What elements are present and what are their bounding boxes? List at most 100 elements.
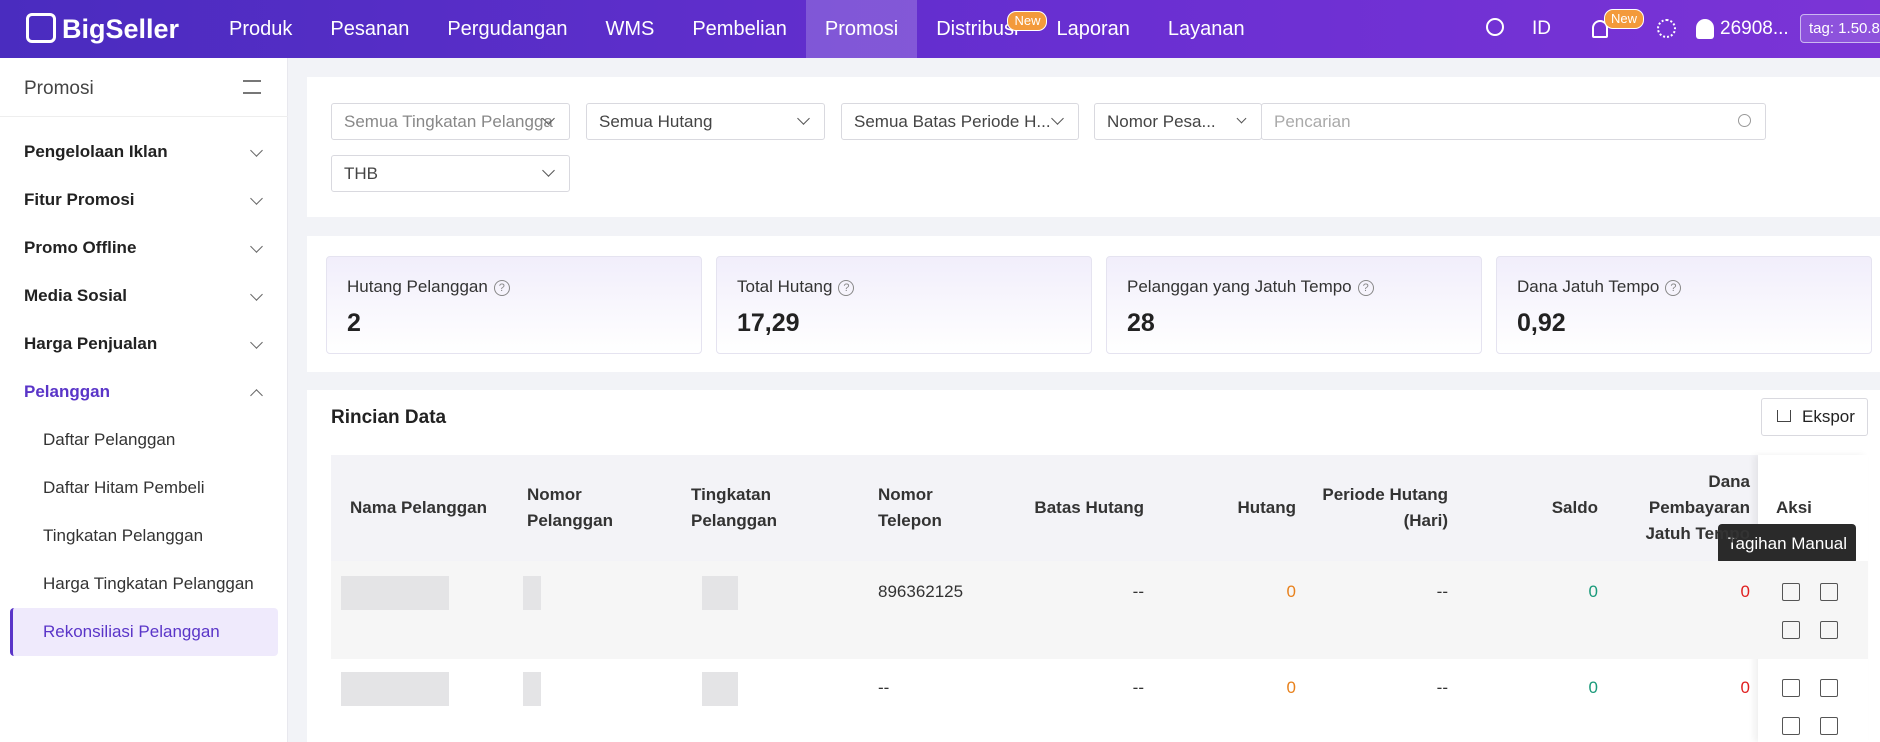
stat-label: Dana Jatuh Tempo?: [1517, 277, 1682, 297]
filter-panel: Semua Tingkatan Pelangga Semua Hutang Se…: [307, 77, 1880, 217]
menu-item[interactable]: Daftar Hitam Pembeli: [43, 478, 205, 497]
blurred-cell: [341, 576, 449, 610]
blurred-cell: [702, 576, 738, 610]
action-icon[interactable]: [1782, 583, 1800, 601]
table-title: Rincian Data: [331, 407, 447, 428]
menu-group[interactable]: Media Sosial: [24, 286, 127, 305]
search-input[interactable]: Pencarian: [1261, 103, 1766, 140]
settings-icon[interactable]: [1657, 19, 1676, 38]
menu-group[interactable]: Harga Penjualan: [24, 334, 158, 353]
stat-label: Pelanggan yang Jatuh Tempo?: [1127, 277, 1374, 297]
tooltip: Tagihan Manual: [1718, 524, 1856, 564]
blurred-cell: [523, 672, 541, 706]
collapse-icon[interactable]: [243, 80, 261, 94]
level-filter[interactable]: Semua Tingkatan Pelangga: [331, 103, 570, 140]
cell: 0: [1740, 582, 1750, 601]
stat-label: Total Hutang?: [737, 277, 855, 297]
stat-value: 2: [347, 309, 361, 337]
level-filter-text: Semua Tingkatan Pelangga: [344, 112, 553, 131]
cell: --: [1436, 582, 1448, 601]
stat-card: Hutang Pelanggan? 2: [326, 256, 702, 354]
menu-group[interactable]: Fitur Promosi: [24, 190, 135, 209]
blurred-cell: [702, 672, 738, 706]
table-row[interactable]: [331, 561, 1868, 659]
help-icon[interactable]: ?: [493, 280, 510, 296]
sidebar: Promosi Pengelolaan Iklan Fitur Promosi Pr…: [0, 58, 288, 742]
column-header: Nomor Pelanggan: [527, 485, 613, 530]
cell: --: [878, 678, 890, 697]
chevron: [250, 240, 263, 253]
cell: 0: [1286, 678, 1296, 697]
menu-item[interactable]: Harga Tingkatan Pelanggan: [43, 574, 254, 593]
column-header: Aksi: [1776, 498, 1812, 517]
bell-icon[interactable]: [1592, 20, 1608, 38]
menu-item[interactable]: Tingkatan Pelanggan: [43, 526, 204, 545]
column-header: Hutang: [1237, 498, 1296, 517]
action-icon[interactable]: [1782, 717, 1800, 735]
stat-label: Hutang Pelanggan?: [347, 277, 510, 297]
stat-value: 17,29: [737, 309, 800, 337]
nav-item[interactable]: Laporan: [1056, 18, 1130, 40]
language[interactable]: ID: [1532, 18, 1551, 39]
export-text: Ekspor: [1802, 407, 1855, 426]
table-header: [331, 455, 1868, 561]
menu-item[interactable]: Daftar Pelanggan: [43, 430, 176, 449]
help-icon[interactable]: ?: [838, 280, 855, 296]
action-icon[interactable]: [1820, 717, 1838, 735]
column-header: Periode Hutang (Hari): [1322, 485, 1448, 530]
logo[interactable]: BigSeller: [62, 14, 180, 44]
period-filter-text: Semua Batas Periode H...: [854, 112, 1051, 131]
column-header: Nomor Telepon: [878, 485, 942, 530]
column-header: Tingkatan Pelanggan: [691, 485, 777, 530]
nav-item[interactable]: WMS: [605, 18, 655, 40]
nav-item[interactable]: Pembelian: [692, 18, 787, 40]
debt-filter-text: Semua Hutang: [599, 112, 713, 131]
menu-group[interactable]: Promo Offline: [24, 238, 137, 257]
menu-group[interactable]: Pelanggan: [24, 382, 110, 401]
action-icon[interactable]: [1820, 679, 1838, 697]
menu-group[interactable]: Pengelolaan Iklan: [24, 142, 168, 161]
action-icon[interactable]: [1782, 679, 1800, 697]
cell: 0: [1588, 582, 1598, 601]
chevron: [250, 336, 263, 349]
chevron: [250, 389, 263, 402]
nav-item[interactable]: Pesanan: [330, 18, 410, 40]
version-tag: tag: 1.50.8: [1800, 14, 1880, 43]
menu-item[interactable]: Rekonsiliasi Pelanggan: [10, 608, 278, 656]
nav-item[interactable]: Distribusi: [936, 18, 1019, 40]
blurred-cell: [341, 672, 449, 706]
cell: --: [1436, 678, 1448, 697]
column-header: Saldo: [1551, 498, 1598, 517]
nav-item[interactable]: Promosi: [805, 0, 918, 58]
user-name[interactable]: 26908...: [1720, 18, 1789, 39]
help-icon[interactable]: ?: [1357, 280, 1374, 296]
action-icon[interactable]: [1820, 583, 1838, 601]
export-button[interactable]: Ekspor: [1761, 398, 1868, 436]
stat-value: 28: [1127, 309, 1155, 337]
nav-item[interactable]: Produk: [229, 18, 293, 40]
sidebar-title: Promosi: [24, 78, 94, 99]
nav-item[interactable]: Layanan: [1167, 18, 1245, 40]
search-field-select[interactable]: Nomor Pesa...: [1094, 103, 1262, 140]
user-icon: [1696, 19, 1714, 39]
search-placeholder: Pencarian: [1274, 112, 1351, 131]
chevron: [250, 288, 263, 301]
search-field-text: Nomor Pesa...: [1107, 112, 1216, 131]
nav-badge: New: [1007, 11, 1048, 31]
help-icon[interactable]: ?: [1665, 280, 1682, 296]
currency-filter[interactable]: THB: [331, 155, 570, 192]
action-icon[interactable]: [1782, 621, 1800, 639]
column-header: Batas Hutang: [1034, 498, 1144, 517]
nav-item[interactable]: Pergudangan: [447, 18, 568, 40]
action-icon[interactable]: [1820, 621, 1838, 639]
currency-text: THB: [344, 164, 378, 183]
cell: --: [1132, 678, 1144, 697]
period-filter[interactable]: Semua Batas Periode H...: [841, 103, 1079, 140]
stat-value: 0,92: [1517, 309, 1566, 337]
debt-filter[interactable]: Semua Hutang: [586, 103, 825, 140]
stat-card: Total Hutang? 17,29: [716, 256, 1092, 354]
search-icon[interactable]: [1486, 18, 1504, 36]
stat-card: Dana Jatuh Tempo? 0,92: [1496, 256, 1872, 354]
top-bar: BigSeller ID New 26908... tag: 1.50.8 Pr…: [0, 0, 1880, 58]
